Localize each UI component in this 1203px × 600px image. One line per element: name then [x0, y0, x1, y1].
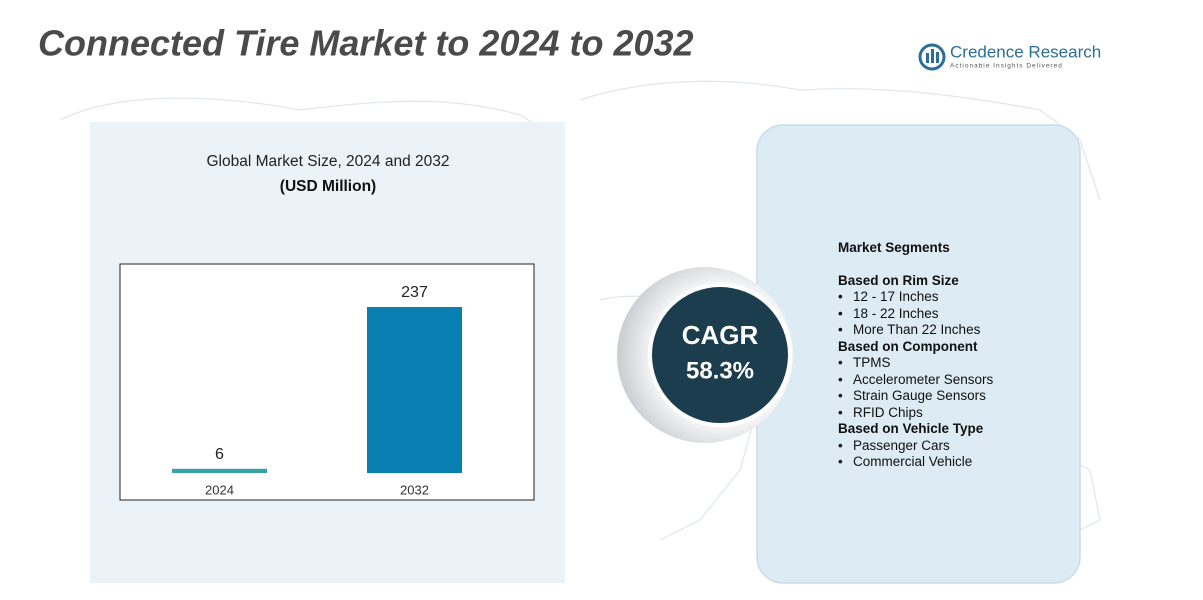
x-tick-label: 2032 [400, 482, 429, 497]
logo-tagline: Actionable Insights Delivered [950, 63, 1063, 70]
segment-group-title: Based on Vehicle Type [838, 421, 984, 436]
segment-item: 12 - 17 Inches [838, 289, 1068, 306]
chart-subtitle: (USD Million) [280, 178, 376, 195]
segment-item: Commercial Vehicle [838, 454, 1068, 471]
segment-group-title: Based on Rim Size [838, 272, 959, 288]
segment-item: More Than 22 Inches [838, 322, 1068, 339]
segments: Market Segments Based on Rim Size12 - 17 … [838, 240, 1068, 471]
segment-item: Strain Gauge Sensors [838, 388, 1068, 405]
chart-frame [119, 263, 535, 501]
x-tick-label: 2024 [205, 482, 234, 497]
segment-item: Passenger Cars [838, 438, 1068, 455]
page-title: Connected Tire Market to 2024 to 2032 [38, 23, 694, 64]
segment-item: TPMS [838, 355, 1068, 372]
logo-name: Credence Research [950, 42, 1101, 61]
cagr-label: CAGR [682, 320, 759, 350]
segment-item: Accelerometer Sensors [838, 372, 1068, 389]
bar [172, 468, 267, 473]
cagr-value: 58.3% [686, 357, 754, 384]
logo: Credence Research Actionable Insights De… [918, 42, 1101, 71]
segment-item: RFID Chips [838, 405, 1068, 422]
segment-item: 18 - 22 Inches [838, 306, 1068, 323]
value-label: 6 [215, 446, 224, 463]
segments-heading: Market Segments [838, 240, 950, 255]
bar [367, 307, 462, 473]
cagr-circle [648, 283, 792, 427]
segment-group-title: Based on Component [838, 338, 978, 354]
chart-title: Global Market Size, 2024 and 2032 [207, 153, 450, 170]
value-label: 237 [401, 284, 428, 301]
